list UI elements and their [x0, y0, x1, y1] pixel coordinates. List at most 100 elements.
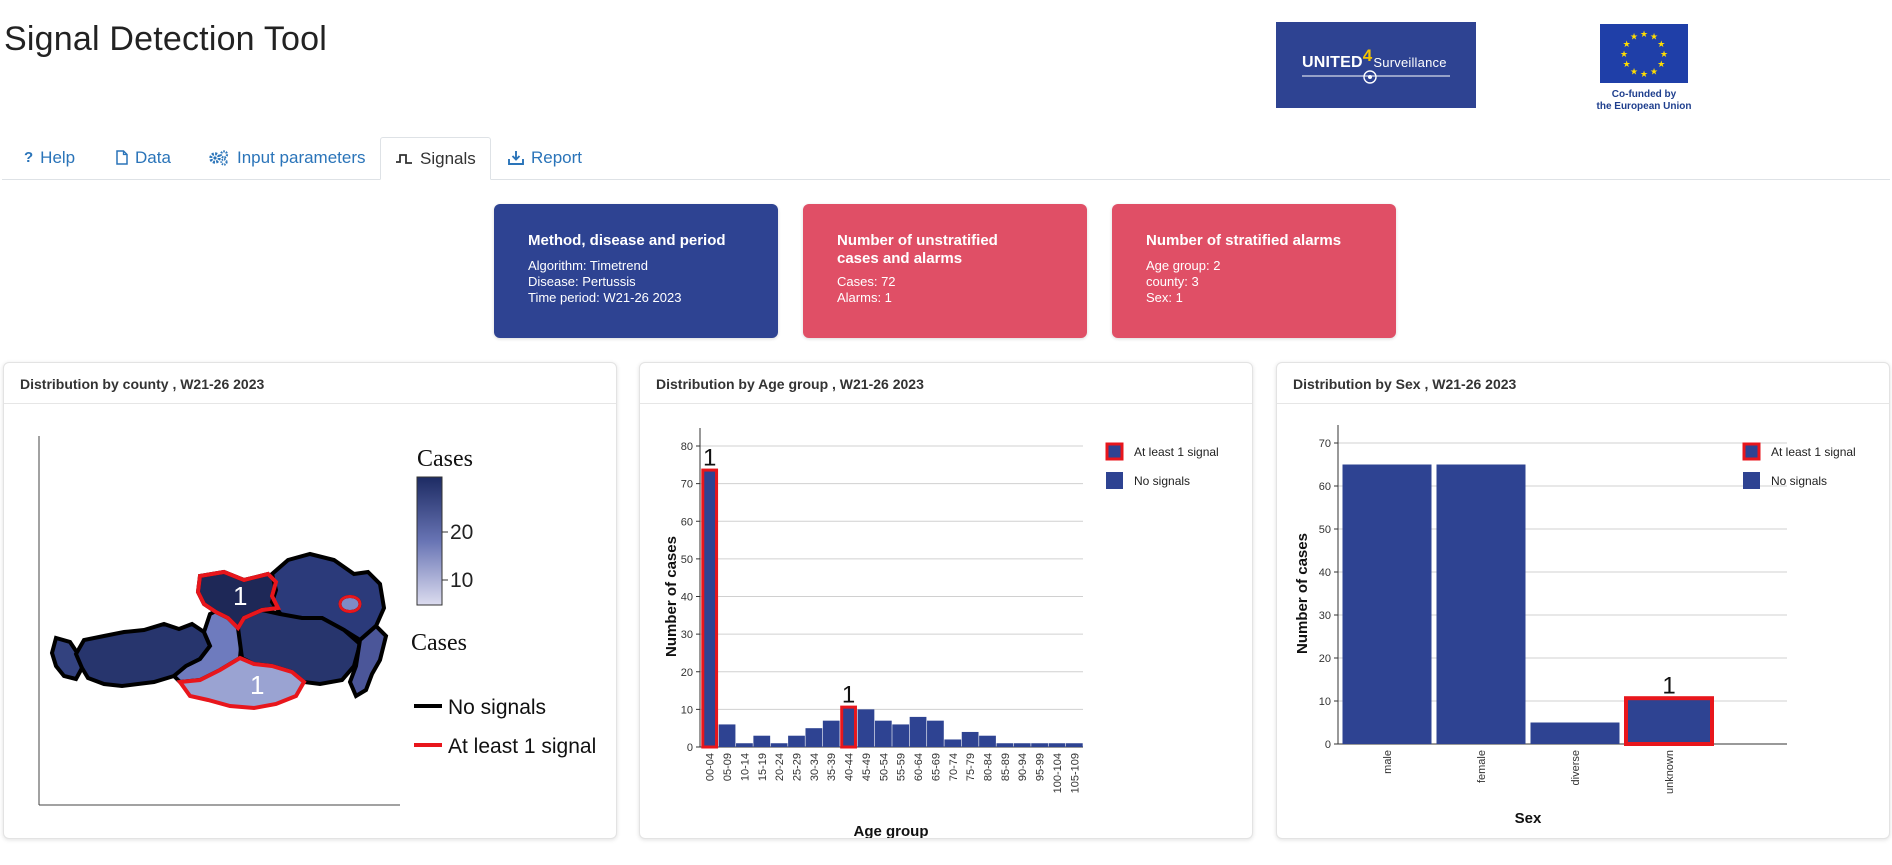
- bar-95-99[interactable]: [1031, 743, 1048, 747]
- legend-swatch-signal: [1742, 442, 1761, 461]
- legend-swatch-no-signal: [1106, 472, 1123, 489]
- legend-label-signal: At least 1 signal: [1771, 445, 1856, 459]
- legend-swatch-no-signal: [1743, 472, 1760, 489]
- region-vorarlberg[interactable]: [49, 635, 85, 682]
- eu-flag-icon: ★ ★ ★ ★ ★ ★ ★ ★ ★ ★ ★ ★: [1600, 24, 1688, 83]
- map-legend-title-2: Cases: [411, 630, 467, 656]
- logo-united-sub: Surveillance: [1373, 55, 1447, 70]
- legend-label-no-signal: No signals: [1771, 474, 1827, 488]
- eu-star-icon: ★: [1630, 66, 1638, 76]
- x-tick-label: unknown: [1664, 750, 1676, 794]
- tab-report[interactable]: Report: [494, 137, 596, 178]
- tab-bar: ? Help Data Input parameters Signals Rep…: [2, 137, 1890, 180]
- eu-star-icon: ★: [1660, 49, 1668, 59]
- card-unstratified-cases: Cases: 72: [837, 274, 896, 289]
- tab-help[interactable]: ? Help: [10, 137, 89, 178]
- y-tick-label: 50: [681, 554, 693, 566]
- bar-45-49[interactable]: [857, 709, 875, 747]
- bar-100-104[interactable]: [1048, 743, 1066, 747]
- card-method-title: Method, disease and period: [528, 232, 726, 249]
- x-tick-label: 25-29: [792, 753, 804, 781]
- y-axis-label: Number of cases: [1294, 533, 1311, 654]
- y-tick-label: 0: [687, 742, 693, 754]
- y-tick-label: 30: [681, 629, 693, 641]
- legend-label-no-signal: No signals: [1134, 474, 1190, 488]
- bar-85-89[interactable]: [996, 743, 1014, 747]
- card-unstratified: Number of unstratified cases and alarms …: [803, 204, 1087, 338]
- question-icon: ?: [24, 148, 34, 166]
- x-tick-label: 75-79: [965, 753, 977, 781]
- eu-star-icon: ★: [1650, 66, 1658, 76]
- card-method-period: Time period: W21-26 2023: [528, 290, 682, 305]
- bar-female[interactable]: [1436, 464, 1526, 745]
- bar-signal-40-44[interactable]: [840, 705, 857, 749]
- eu-star-icon: ★: [1640, 29, 1648, 39]
- card-method-algorithm: Algorithm: Timetrend: [528, 258, 648, 273]
- x-tick-label: 10-14: [739, 753, 751, 781]
- bar-25-29[interactable]: [788, 735, 805, 747]
- bar-80-84[interactable]: [979, 735, 996, 747]
- bar-diverse[interactable]: [1530, 722, 1620, 745]
- tab-report-label: Report: [531, 147, 583, 167]
- bar-90-94[interactable]: [1013, 743, 1031, 747]
- card-unstratified-title-1: Number of unstratified: [837, 232, 998, 249]
- bar-10-14[interactable]: [736, 743, 753, 747]
- region-burgenland[interactable]: [347, 623, 389, 699]
- x-axis-label: Sex: [1515, 810, 1542, 827]
- bar-05-09[interactable]: [718, 724, 736, 747]
- panel-age-title: Distribution by Age group , W21-26 2023: [640, 363, 1252, 404]
- bar-male[interactable]: [1342, 464, 1432, 745]
- sex-chart: 0 10 20 30 40 50 60 70 male female diverse 1 unknown…: [1294, 425, 1856, 827]
- card-stratified-age: Age group: 2: [1146, 258, 1221, 273]
- bar-55-59[interactable]: [892, 724, 910, 747]
- tab-signals[interactable]: Signals: [380, 137, 491, 180]
- eu-star-icon: ★: [1623, 59, 1631, 69]
- bar-signal-00-04[interactable]: [701, 468, 719, 749]
- card-stratified-sex: Sex: 1: [1146, 290, 1183, 305]
- logo-united-text: UNITED: [1302, 54, 1363, 71]
- region-vienna-signal[interactable]: [338, 595, 362, 613]
- bar-65-69[interactable]: [927, 720, 944, 747]
- eu-text-line-2: the European Union: [1596, 101, 1692, 112]
- region-label-upper-austria: 1: [233, 581, 247, 611]
- bar-signal-count: 1: [842, 682, 855, 709]
- y-tick-label: 60: [681, 516, 693, 528]
- x-tick-label: 90-94: [1017, 753, 1029, 781]
- bar-60-64[interactable]: [909, 716, 927, 747]
- bar-30-34[interactable]: [805, 728, 823, 747]
- bar-signal-count: 1: [1662, 673, 1675, 700]
- y-tick-label: 20: [681, 667, 693, 679]
- bar-50-54[interactable]: [874, 720, 892, 747]
- y-tick-label: 20: [1319, 653, 1331, 665]
- wave-icon: [396, 153, 412, 164]
- bar-105-109[interactable]: [1065, 743, 1083, 747]
- bar-20-24[interactable]: [770, 743, 788, 747]
- bar-15-19[interactable]: [753, 735, 771, 747]
- x-tick-label: 105-109: [1069, 753, 1081, 793]
- region-carinthia-signal[interactable]: [176, 655, 307, 711]
- x-tick-label: 85-89: [1000, 753, 1012, 781]
- gears-icon: [209, 149, 229, 166]
- card-stratified: Number of stratified alarms Age group: 2…: [1112, 204, 1396, 338]
- tab-help-label: Help: [40, 147, 76, 167]
- app-title: Signal Detection Tool: [4, 20, 327, 58]
- x-tick-label: 45-49: [861, 753, 873, 781]
- panel-age-group: Distribution by Age group , W21-26 2023 …: [639, 362, 1253, 839]
- x-tick-label: 60-64: [913, 753, 925, 781]
- bar-70-74[interactable]: [944, 739, 962, 747]
- x-tick-label: male: [1382, 750, 1394, 774]
- region-upper-austria-signal[interactable]: [195, 569, 282, 632]
- y-tick-label: 10: [1319, 696, 1331, 708]
- map-color-scale: [416, 476, 443, 606]
- panel-county-title: Distribution by county , W21-26 2023: [4, 363, 616, 404]
- card-unstratified-title-2: cases and alarms: [837, 250, 963, 267]
- tab-data[interactable]: Data: [102, 137, 185, 178]
- card-unstratified-alarms: Alarms: 1: [837, 290, 892, 305]
- tab-input-parameters[interactable]: Input parameters: [194, 137, 380, 178]
- bar-35-39[interactable]: [822, 720, 840, 747]
- x-tick-label: 55-59: [896, 753, 908, 781]
- bar-signal-unknown[interactable]: [1624, 696, 1714, 747]
- download-icon: [508, 151, 524, 165]
- bar-75-79[interactable]: [961, 731, 979, 747]
- eu-star-icon: ★: [1620, 49, 1628, 59]
